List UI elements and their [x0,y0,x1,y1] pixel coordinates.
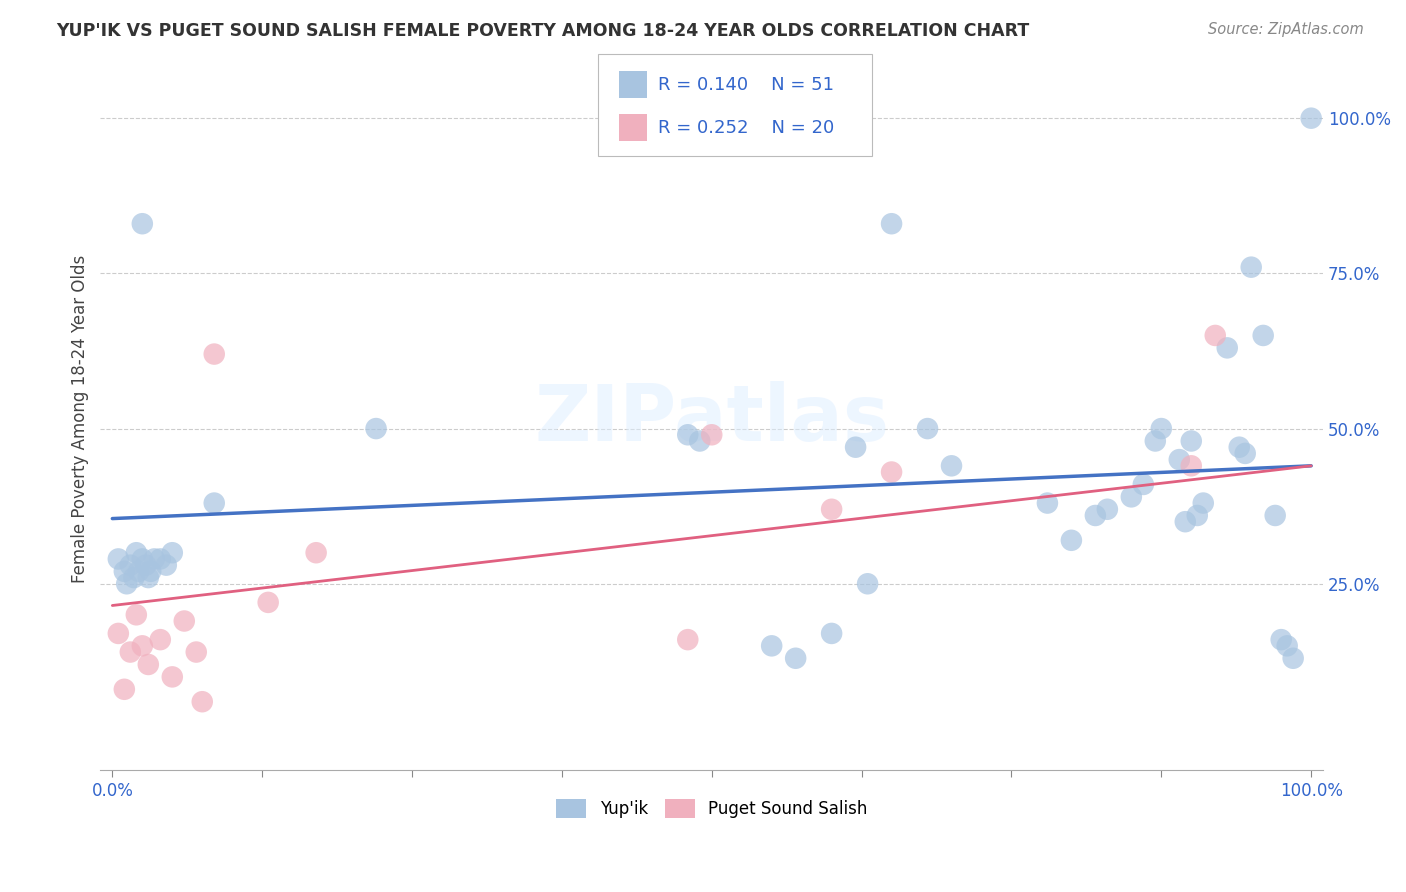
Point [1240,260,1263,275]
Point [125,607,148,622]
Point [112,565,135,579]
Point [689,434,711,448]
Point [1060,533,1083,548]
Point [1282,651,1305,665]
Text: R = 0.252    N = 20: R = 0.252 N = 20 [658,119,834,136]
Point [1216,341,1239,355]
Point [162,546,184,560]
Text: YUP'IK VS PUGET SOUND SALISH FEMALE POVERTY AMONG 18-24 YEAR OLDS CORRELATION CH: YUP'IK VS PUGET SOUND SALISH FEMALE POVE… [56,22,1029,40]
Point [1150,421,1173,435]
Point [917,421,939,435]
Point [880,465,903,479]
Point [186,645,208,659]
Text: ZIPatlas: ZIPatlas [534,381,889,458]
Point [1180,434,1202,448]
Point [107,552,129,566]
Point [149,552,172,566]
Y-axis label: Female Poverty Among 18-24 Year Olds: Female Poverty Among 18-24 Year Olds [72,255,89,583]
Point [139,565,162,579]
Point [143,552,166,566]
Point [136,570,159,584]
Point [856,576,879,591]
Point [1097,502,1119,516]
Point [131,217,153,231]
Point [700,427,723,442]
Point [1132,477,1154,491]
Point [112,682,135,697]
Point [125,546,148,560]
Point [1301,111,1323,125]
Point [1036,496,1059,510]
Legend: Yup'ik, Puget Sound Salish: Yup'ik, Puget Sound Salish [550,792,875,825]
Point [1121,490,1143,504]
Point [120,645,142,659]
Point [1204,328,1226,343]
Point [1275,639,1298,653]
Point [676,427,699,442]
Point [202,496,225,510]
Point [1180,458,1202,473]
Point [1234,446,1257,460]
Point [107,626,129,640]
Point [128,565,150,579]
Point [155,558,177,573]
Point [135,558,157,573]
Point [1192,496,1215,510]
Point [173,614,195,628]
Point [136,657,159,672]
Point [1084,508,1107,523]
Point [131,552,153,566]
Point [364,421,387,435]
Point [162,670,184,684]
Point [305,546,328,560]
Point [191,695,214,709]
Point [941,458,963,473]
Point [845,440,868,454]
Point [676,632,699,647]
Point [761,639,783,653]
Text: Source: ZipAtlas.com: Source: ZipAtlas.com [1208,22,1364,37]
Point [120,558,142,573]
Point [257,595,280,609]
Point [115,576,138,591]
Point [1144,434,1167,448]
Point [880,217,903,231]
Point [122,570,145,584]
Point [1168,452,1191,467]
Text: R = 0.140    N = 51: R = 0.140 N = 51 [658,76,834,94]
Point [131,639,153,653]
Point [149,632,172,647]
Point [1187,508,1209,523]
Point [202,347,225,361]
Point [1174,515,1197,529]
Point [820,502,842,516]
Point [820,626,842,640]
Point [1227,440,1250,454]
Point [1270,632,1292,647]
Point [1251,328,1274,343]
Point [785,651,807,665]
Point [1264,508,1286,523]
